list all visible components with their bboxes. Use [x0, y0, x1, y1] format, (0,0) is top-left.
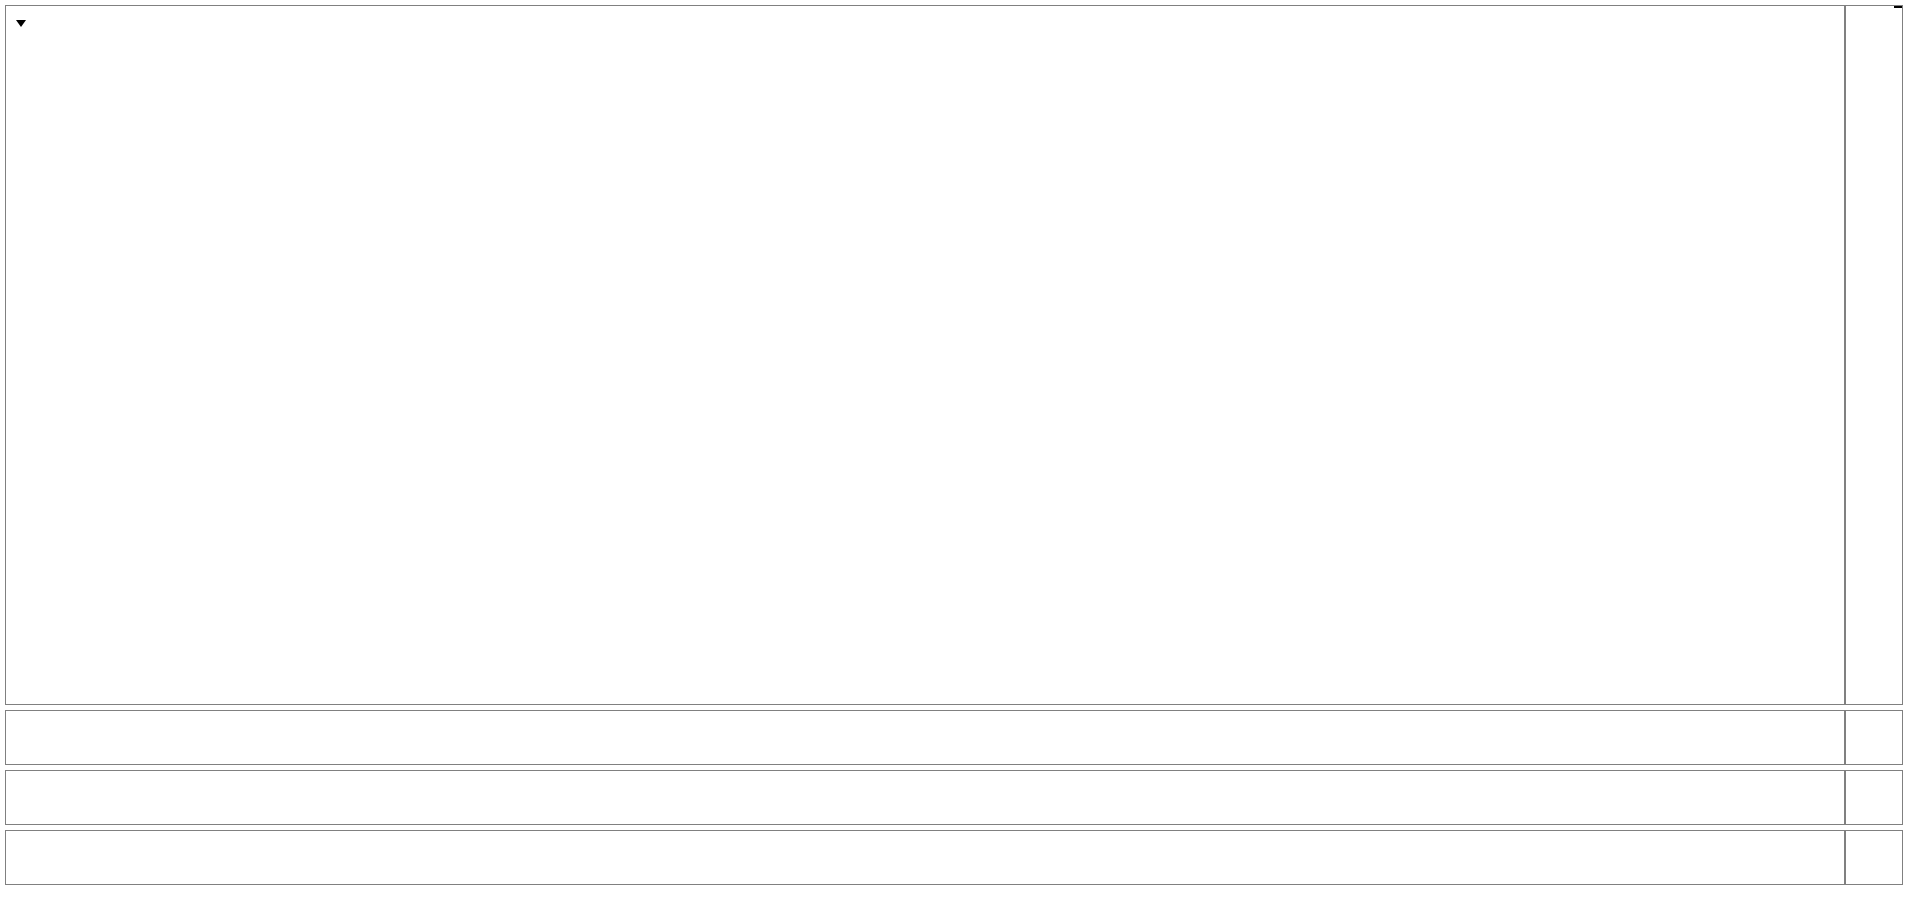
- cci-svg: [6, 771, 1846, 826]
- dropdown-icon[interactable]: [16, 20, 26, 27]
- main-price-chart[interactable]: [5, 5, 1845, 705]
- rsi-panel[interactable]: [5, 710, 1845, 765]
- time-axis: [5, 890, 1903, 915]
- cci-panel[interactable]: [5, 770, 1845, 825]
- rsi-axis: [1845, 710, 1903, 765]
- main-chart-svg: [6, 6, 1846, 706]
- price-axis: [1845, 5, 1903, 705]
- stoch-axis: [1845, 830, 1903, 885]
- current-price-marker: [1894, 6, 1902, 8]
- cci-axis: [1845, 770, 1903, 825]
- chart-header: [16, 14, 37, 30]
- rsi-svg: [6, 711, 1846, 766]
- stoch-svg: [6, 831, 1846, 886]
- stoch-panel[interactable]: [5, 830, 1845, 885]
